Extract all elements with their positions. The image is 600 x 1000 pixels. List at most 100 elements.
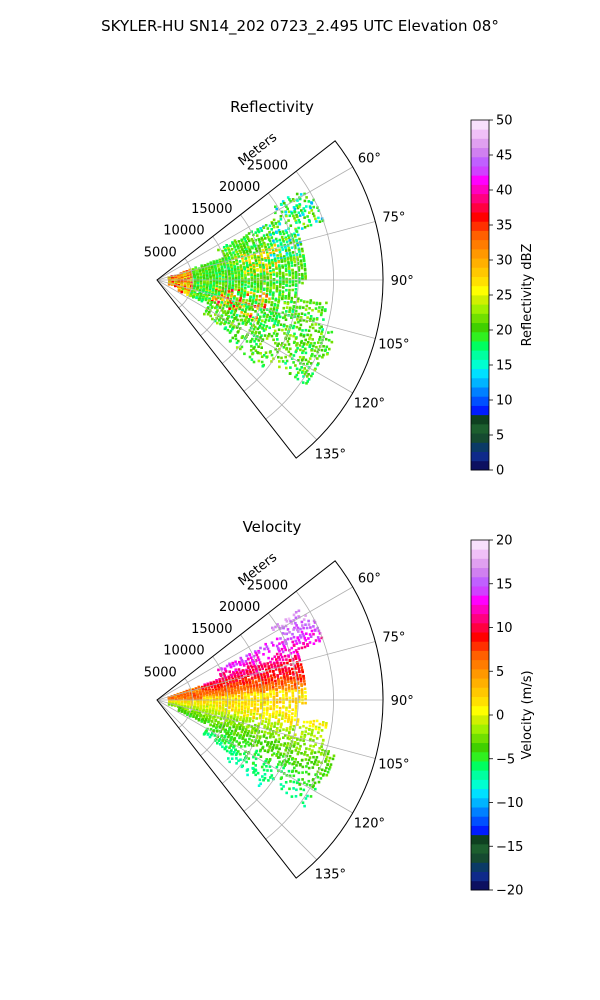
echo-cell: [277, 763, 280, 766]
echo-cell: [264, 298, 268, 302]
echo-cell: [276, 750, 280, 754]
echo-cell: [266, 694, 269, 698]
echo-cell: [278, 713, 281, 717]
echo-cell: [262, 263, 265, 267]
echo-cell: [312, 344, 315, 348]
echo-cell: [271, 249, 275, 253]
echo-cell: [306, 341, 310, 344]
echo-cell: [234, 703, 238, 706]
echo-cell: [273, 662, 276, 666]
echo-cell: [296, 243, 300, 247]
echo-cell: [321, 306, 324, 309]
echo-cell: [230, 253, 233, 257]
echo-cell: [321, 739, 325, 742]
echo-cell: [291, 697, 295, 701]
echo-cell: [289, 257, 293, 260]
echo-cell: [237, 286, 241, 290]
echo-cell: [310, 752, 313, 755]
echo-cell: [263, 724, 267, 727]
echo-cell: [232, 733, 236, 736]
echo-cell: [214, 298, 218, 301]
echo-cell: [245, 259, 248, 263]
echo-cell: [210, 733, 213, 737]
echo-cell: [263, 280, 266, 284]
echo-cell: [260, 703, 263, 706]
echo-cell: [234, 695, 238, 699]
echo-cell: [290, 749, 294, 753]
echo-cell: [283, 646, 287, 649]
colorbar-segment: [471, 166, 489, 176]
echo-cell: [257, 651, 261, 654]
echo-cell: [267, 260, 271, 264]
echo-cell: [260, 722, 264, 726]
echo-cell: [234, 748, 237, 752]
echo-cell: [279, 697, 282, 700]
echo-cell: [213, 734, 217, 737]
echo-cell: [282, 275, 285, 278]
echo-cell: [297, 667, 301, 670]
echo-cell: [294, 621, 297, 625]
echo-cell: [230, 323, 233, 326]
echo-cell: [235, 326, 239, 329]
echo-cell: [298, 237, 301, 241]
echo-cell: [243, 291, 246, 295]
echo-cell: [243, 244, 246, 247]
echo-cell: [303, 753, 306, 756]
echo-cell: [222, 679, 225, 683]
echo-cell: [304, 758, 308, 761]
echo-cell: [312, 723, 315, 726]
echo-cell: [233, 713, 237, 717]
echo-cell: [300, 690, 304, 694]
echo-cell: [306, 375, 309, 378]
echo-cell: [280, 260, 284, 263]
echo-cell: [233, 253, 237, 257]
echo-cell: [274, 738, 278, 742]
echo-cell: [229, 719, 232, 722]
echo-cell: [288, 696, 292, 700]
echo-cell: [217, 668, 220, 672]
echo-cell: [296, 256, 299, 259]
echo-cell: [253, 340, 256, 343]
echo-cell: [300, 227, 304, 230]
echo-cell: [279, 672, 282, 675]
colorbar-tick-label: 0: [496, 464, 504, 479]
echo-cell: [234, 301, 238, 305]
echo-cell: [312, 625, 315, 628]
echo-cell: [224, 288, 228, 292]
echo-cell: [308, 336, 312, 339]
echo-cell: [248, 260, 252, 264]
echo-cell: [293, 741, 297, 744]
echo-cell: [294, 337, 298, 340]
echo-cell: [314, 743, 317, 746]
echo-cell: [253, 255, 257, 258]
echo-cell: [213, 306, 217, 310]
echo-cell: [237, 711, 240, 715]
echo-cell: [308, 307, 311, 310]
echo-cell: [276, 647, 280, 650]
echo-cell: [302, 375, 305, 378]
echo-cell: [297, 248, 301, 252]
echo-cell: [260, 676, 264, 680]
echo-cell: [294, 704, 298, 708]
echo-cell: [280, 235, 284, 239]
colorbar-tick-label: 20: [496, 324, 513, 339]
echo-cell: [301, 632, 305, 636]
echo-cell: [247, 285, 250, 288]
radial-tick-label: 20000: [219, 180, 260, 195]
echo-cell: [240, 688, 243, 691]
echo-cell: [170, 703, 174, 707]
echo-cell: [223, 255, 226, 258]
echo-cell: [260, 697, 263, 700]
echo-cell: [294, 291, 297, 294]
echo-cell: [262, 234, 266, 237]
echo-cell: [266, 725, 270, 729]
echo-cell: [262, 249, 265, 252]
echo-cell: [199, 280, 203, 283]
angle-tick-label: 105°: [378, 337, 409, 352]
echo-cell: [274, 237, 278, 241]
echo-cell: [276, 350, 279, 354]
echo-cell: [305, 196, 308, 199]
colorbar-tick-label: 10: [496, 621, 513, 636]
echo-cell: [231, 287, 234, 290]
echo-cell: [247, 729, 251, 733]
